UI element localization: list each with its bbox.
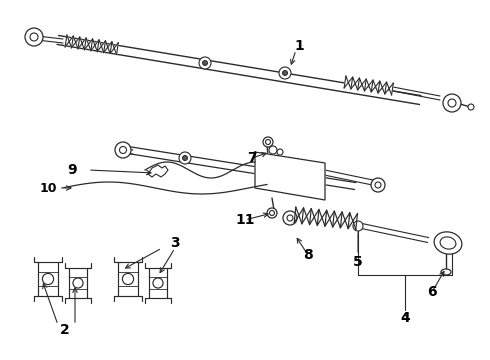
Circle shape (468, 104, 474, 110)
Circle shape (283, 71, 288, 76)
Text: 6: 6 (427, 285, 437, 299)
Circle shape (25, 28, 43, 46)
Polygon shape (65, 35, 118, 55)
Circle shape (30, 33, 38, 41)
Text: 9: 9 (67, 163, 77, 177)
Polygon shape (344, 76, 393, 95)
Circle shape (73, 278, 83, 288)
Text: 4: 4 (400, 311, 410, 325)
Text: 2: 2 (60, 323, 70, 337)
Circle shape (287, 215, 293, 221)
Ellipse shape (440, 237, 456, 249)
Circle shape (266, 140, 270, 144)
Circle shape (263, 137, 273, 147)
Circle shape (267, 208, 277, 218)
Polygon shape (357, 222, 429, 242)
Circle shape (353, 221, 363, 231)
Circle shape (443, 94, 461, 112)
Circle shape (153, 278, 163, 288)
Circle shape (279, 67, 291, 79)
Ellipse shape (441, 269, 451, 275)
Text: 11: 11 (235, 213, 255, 227)
Text: 10: 10 (39, 181, 57, 194)
Circle shape (122, 273, 134, 285)
Circle shape (371, 178, 385, 192)
Circle shape (283, 211, 297, 225)
Text: 8: 8 (303, 248, 313, 262)
Circle shape (115, 142, 131, 158)
Text: 1: 1 (294, 39, 304, 53)
Text: 7: 7 (247, 151, 257, 165)
Ellipse shape (434, 232, 462, 254)
Polygon shape (294, 207, 358, 229)
Polygon shape (127, 147, 356, 189)
Circle shape (199, 57, 211, 69)
Circle shape (277, 149, 283, 155)
Circle shape (448, 99, 456, 107)
Polygon shape (255, 152, 325, 200)
Text: 5: 5 (353, 255, 363, 269)
Text: 3: 3 (170, 236, 180, 250)
Polygon shape (321, 170, 375, 185)
Circle shape (375, 182, 381, 188)
Circle shape (179, 152, 191, 164)
Circle shape (43, 273, 53, 285)
Circle shape (270, 211, 274, 216)
Circle shape (182, 156, 188, 161)
Circle shape (120, 147, 126, 153)
Circle shape (202, 60, 207, 66)
Circle shape (269, 146, 277, 154)
Polygon shape (57, 36, 421, 104)
